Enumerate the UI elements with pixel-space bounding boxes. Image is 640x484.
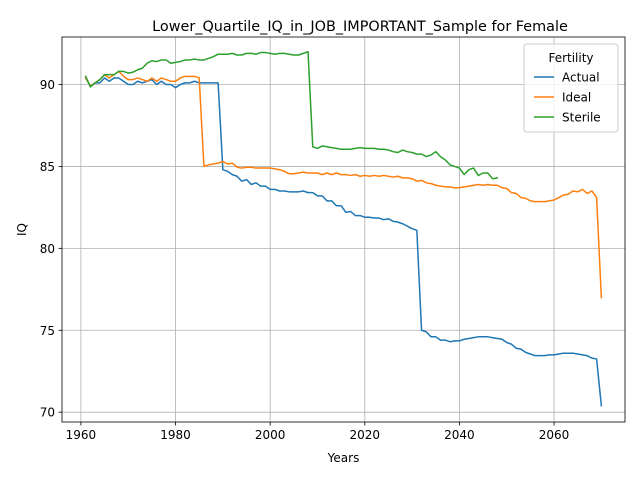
y-tick-label: 90 — [40, 78, 55, 92]
y-tick-label: 70 — [40, 406, 55, 420]
x-axis-label: Years — [327, 451, 360, 465]
legend-label-actual: Actual — [562, 71, 600, 85]
chart-title: Lower_Quartile_IQ_in_JOB_IMPORTANT_Sampl… — [152, 19, 568, 35]
legend-label-ideal: Ideal — [562, 91, 591, 105]
y-tick-label: 75 — [40, 324, 55, 338]
x-tick-label: 2020 — [350, 428, 381, 442]
x-tick-label: 1980 — [160, 428, 191, 442]
legend-box — [523, 43, 619, 133]
y-axis-label: IQ — [15, 223, 29, 236]
x-tick-label: 2060 — [539, 428, 570, 442]
y-axis: 70 75 80 85 90 — [40, 78, 62, 420]
legend-label-sterile: Sterile — [562, 111, 601, 125]
legend: Fertility Actual Ideal Sterile — [523, 43, 619, 133]
x-tick-label: 2040 — [444, 428, 475, 442]
y-tick-label: 80 — [40, 242, 55, 256]
x-tick-label: 2000 — [255, 428, 286, 442]
series-lines — [84, 50, 603, 407]
legend-title: Fertility — [548, 51, 593, 65]
series-line-actual — [84, 76, 603, 407]
series-line-sterile — [84, 50, 499, 180]
x-axis: 1960 1980 2000 2020 2040 2060 — [66, 422, 570, 442]
plot-frame — [61, 36, 626, 423]
x-tick-label: 1960 — [66, 428, 97, 442]
series-line-ideal — [84, 70, 603, 299]
y-tick-label: 85 — [40, 160, 55, 174]
